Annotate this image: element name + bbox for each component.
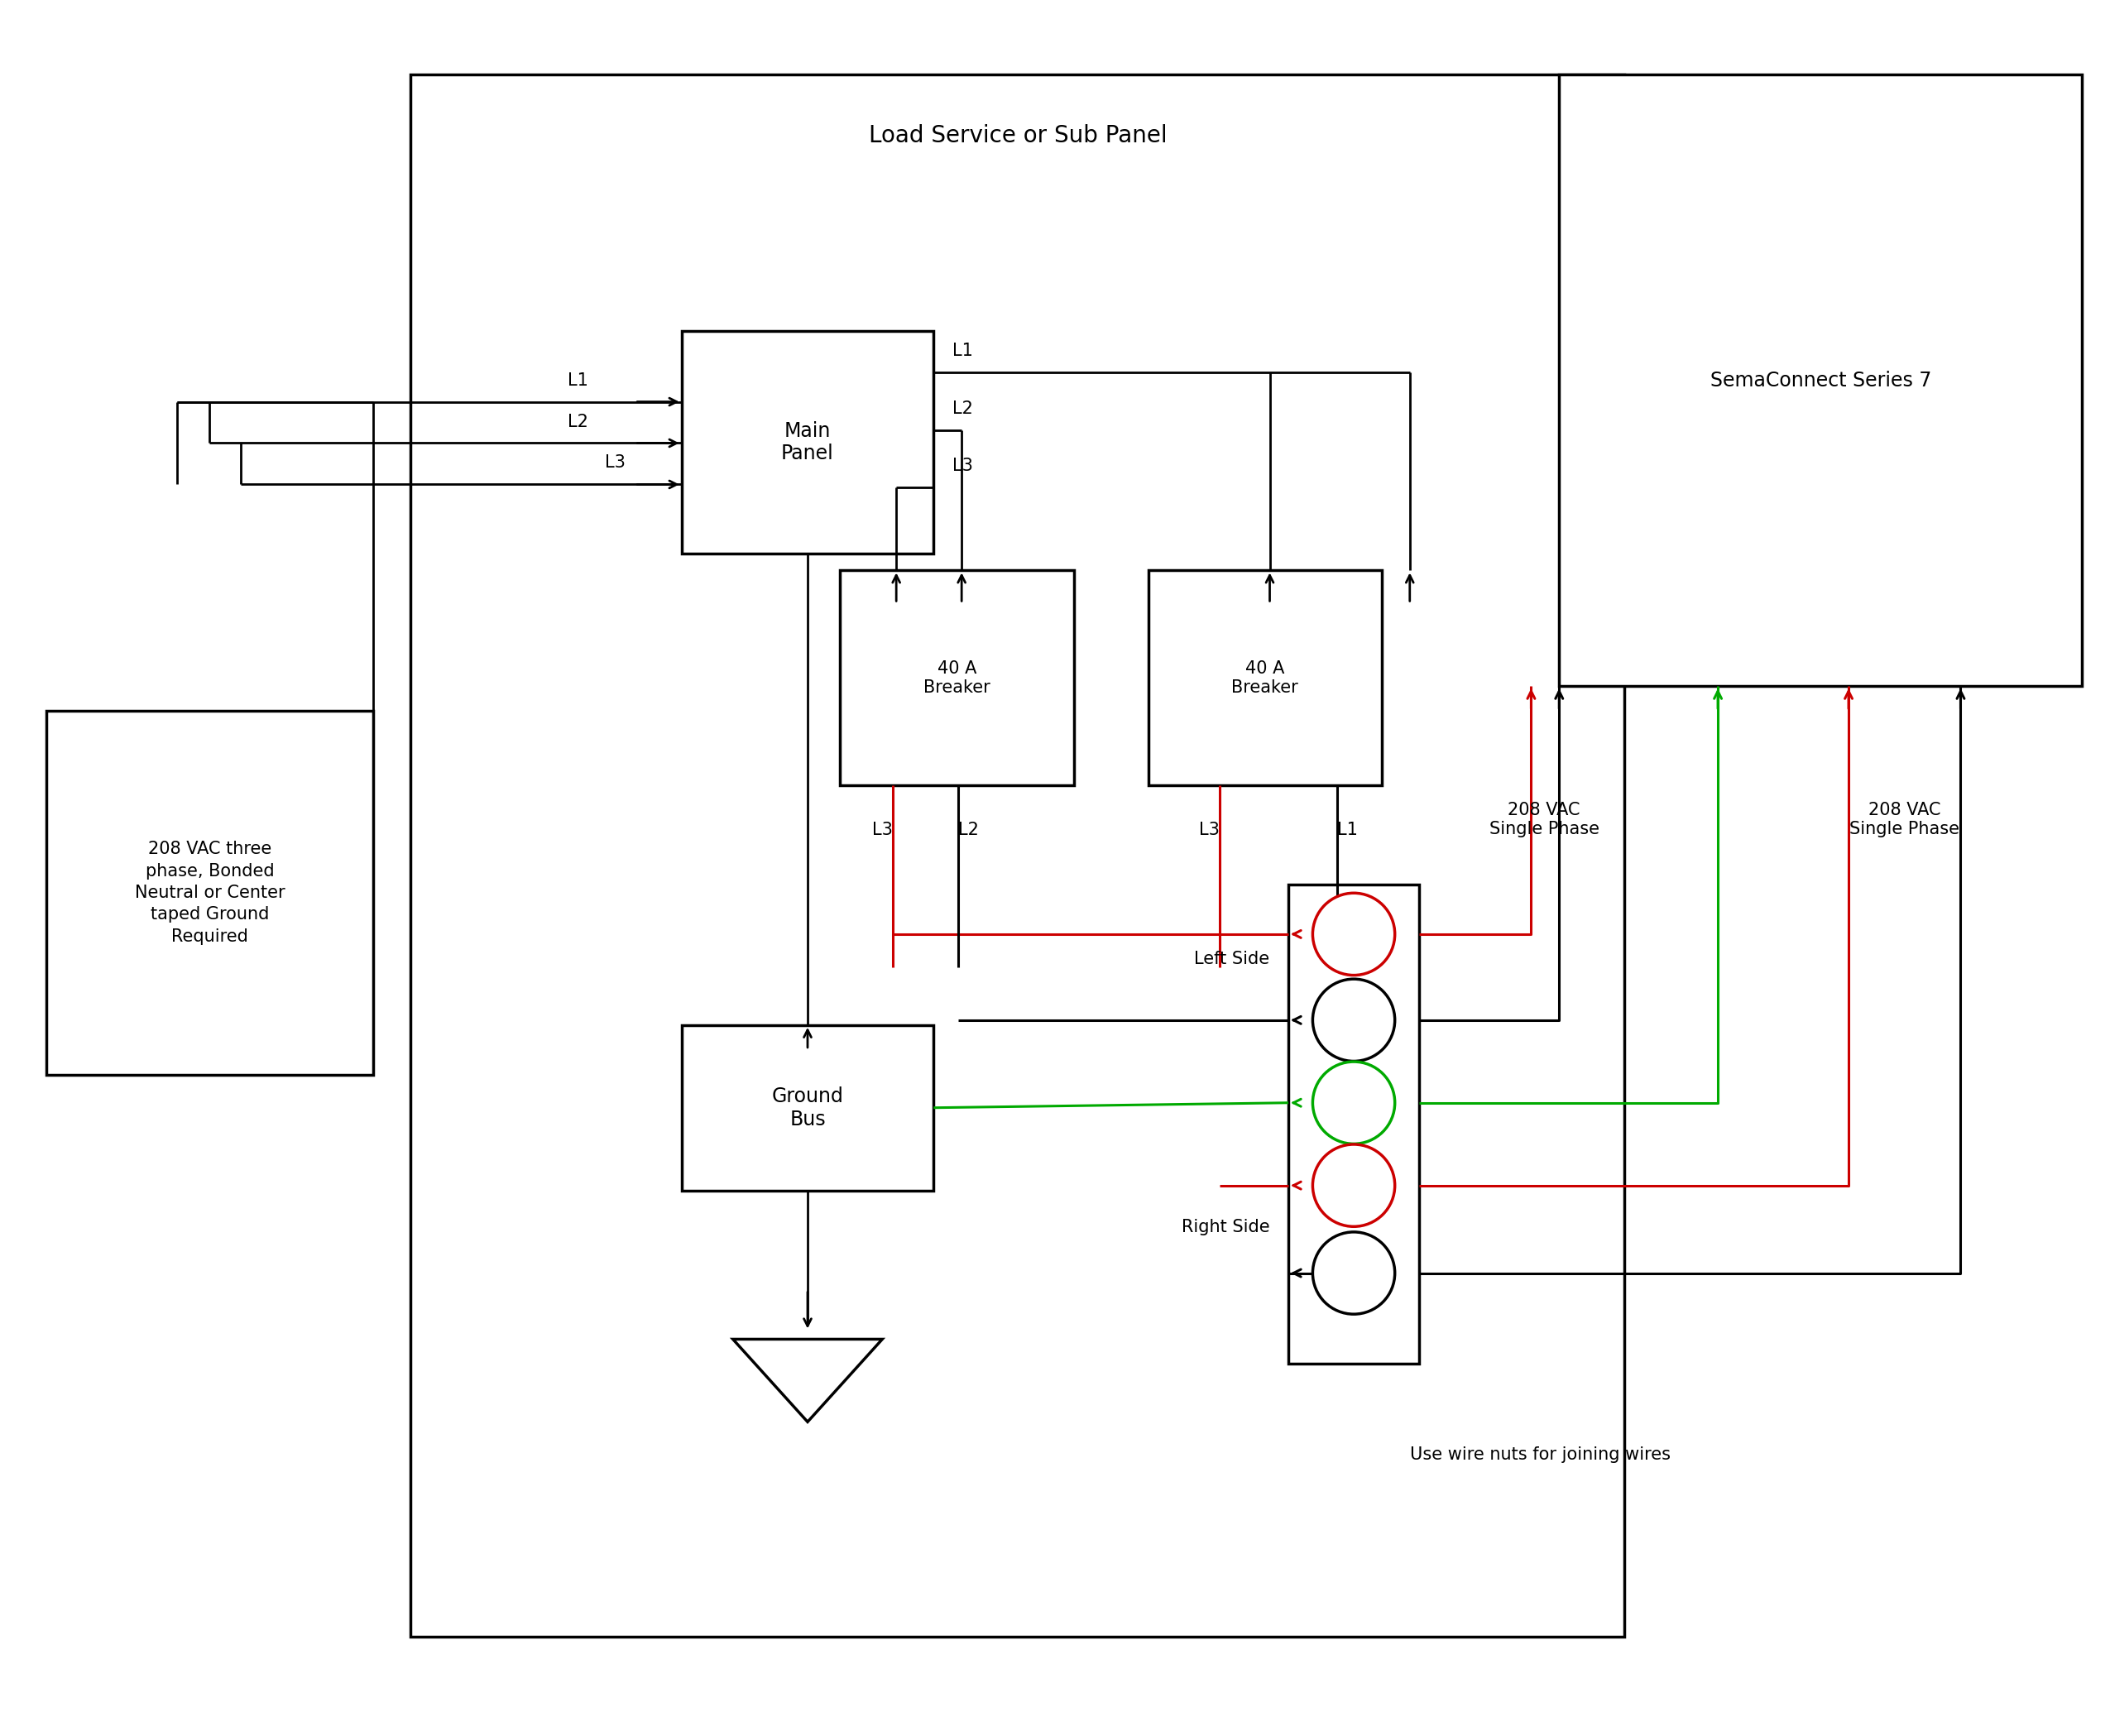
Bar <box>682 1024 933 1191</box>
Bar <box>46 712 373 1075</box>
Polygon shape <box>732 1338 882 1422</box>
Bar <box>1559 75 2083 686</box>
Text: L2: L2 <box>958 821 979 838</box>
Text: Use wire nuts for joining wires: Use wire nuts for joining wires <box>1409 1446 1671 1463</box>
Bar <box>411 75 1625 1637</box>
Text: 208 VAC
Single Phase: 208 VAC Single Phase <box>1850 802 1960 837</box>
Text: 208 VAC three
phase, Bonded
Neutral or Center
taped Ground
Required: 208 VAC three phase, Bonded Neutral or C… <box>135 840 285 944</box>
Bar <box>1148 571 1382 785</box>
Bar <box>1289 885 1420 1364</box>
Text: L3: L3 <box>606 455 625 470</box>
Text: 208 VAC
Single Phase: 208 VAC Single Phase <box>1490 802 1599 837</box>
Text: SemaConnect Series 7: SemaConnect Series 7 <box>1709 370 1931 391</box>
Text: L3: L3 <box>1198 821 1220 838</box>
Text: Main
Panel: Main Panel <box>781 420 833 464</box>
Text: Left Side: Left Side <box>1194 951 1270 967</box>
Text: L2: L2 <box>568 413 589 431</box>
Circle shape <box>1312 979 1395 1061</box>
Text: L1: L1 <box>952 342 973 359</box>
Text: Ground
Bus: Ground Bus <box>772 1087 844 1128</box>
Text: Load Service or Sub Panel: Load Service or Sub Panel <box>869 123 1167 148</box>
Text: 40 A
Breaker: 40 A Breaker <box>924 660 990 696</box>
Text: 40 A
Breaker: 40 A Breaker <box>1232 660 1298 696</box>
Bar <box>840 571 1074 785</box>
Circle shape <box>1312 892 1395 976</box>
Bar <box>682 330 933 554</box>
Circle shape <box>1312 1144 1395 1227</box>
Text: L2: L2 <box>952 399 973 417</box>
Text: L1: L1 <box>568 372 589 389</box>
Text: L3: L3 <box>952 458 973 474</box>
Circle shape <box>1312 1233 1395 1314</box>
Text: L3: L3 <box>871 821 893 838</box>
Text: L1: L1 <box>1338 821 1357 838</box>
Text: Right Side: Right Side <box>1182 1219 1270 1234</box>
Circle shape <box>1312 1062 1395 1144</box>
